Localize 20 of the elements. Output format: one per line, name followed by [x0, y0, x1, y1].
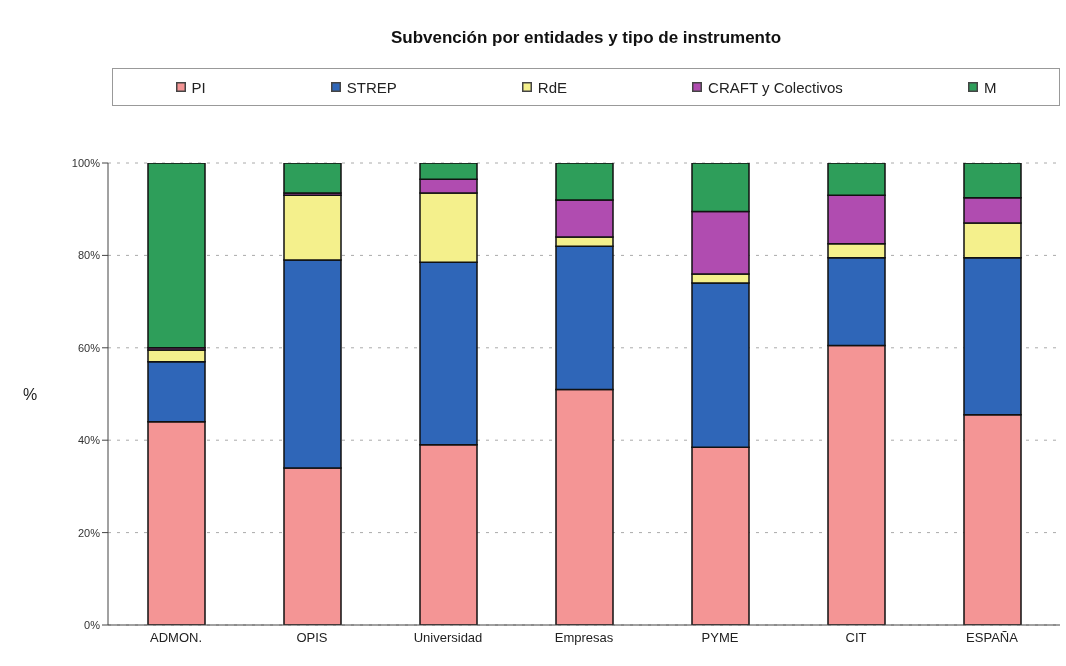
legend-label: M	[983, 78, 997, 96]
legend-label: CRAFT y Colectivos	[708, 78, 843, 96]
x-tick-label: ESPAÑA	[966, 630, 1019, 646]
legend-label: RdE	[537, 78, 568, 96]
y-tick-label: 20%	[77, 526, 101, 539]
chart-title: Subvención por entidades y tipo de instrumento	[389, 27, 783, 48]
x-tick-label: OPIS	[296, 630, 328, 646]
legend-label: STREP	[346, 78, 397, 96]
legend-label: PI	[191, 78, 206, 96]
y-axis-title: %	[23, 385, 38, 403]
x-tick-label: ADMON.	[150, 630, 202, 646]
y-tick-label: 40%	[77, 434, 101, 447]
y-tick-label: 60%	[77, 341, 101, 354]
y-tick-label: 80%	[77, 249, 101, 262]
x-tick-label: CIT	[845, 630, 867, 646]
y-tick-label: 100%	[71, 156, 101, 169]
x-tick-label: Empresas	[554, 630, 614, 646]
x-tick-label: Universidad	[413, 630, 483, 646]
y-tick-label: 0%	[84, 618, 101, 631]
x-tick-label: PYME	[701, 630, 739, 646]
